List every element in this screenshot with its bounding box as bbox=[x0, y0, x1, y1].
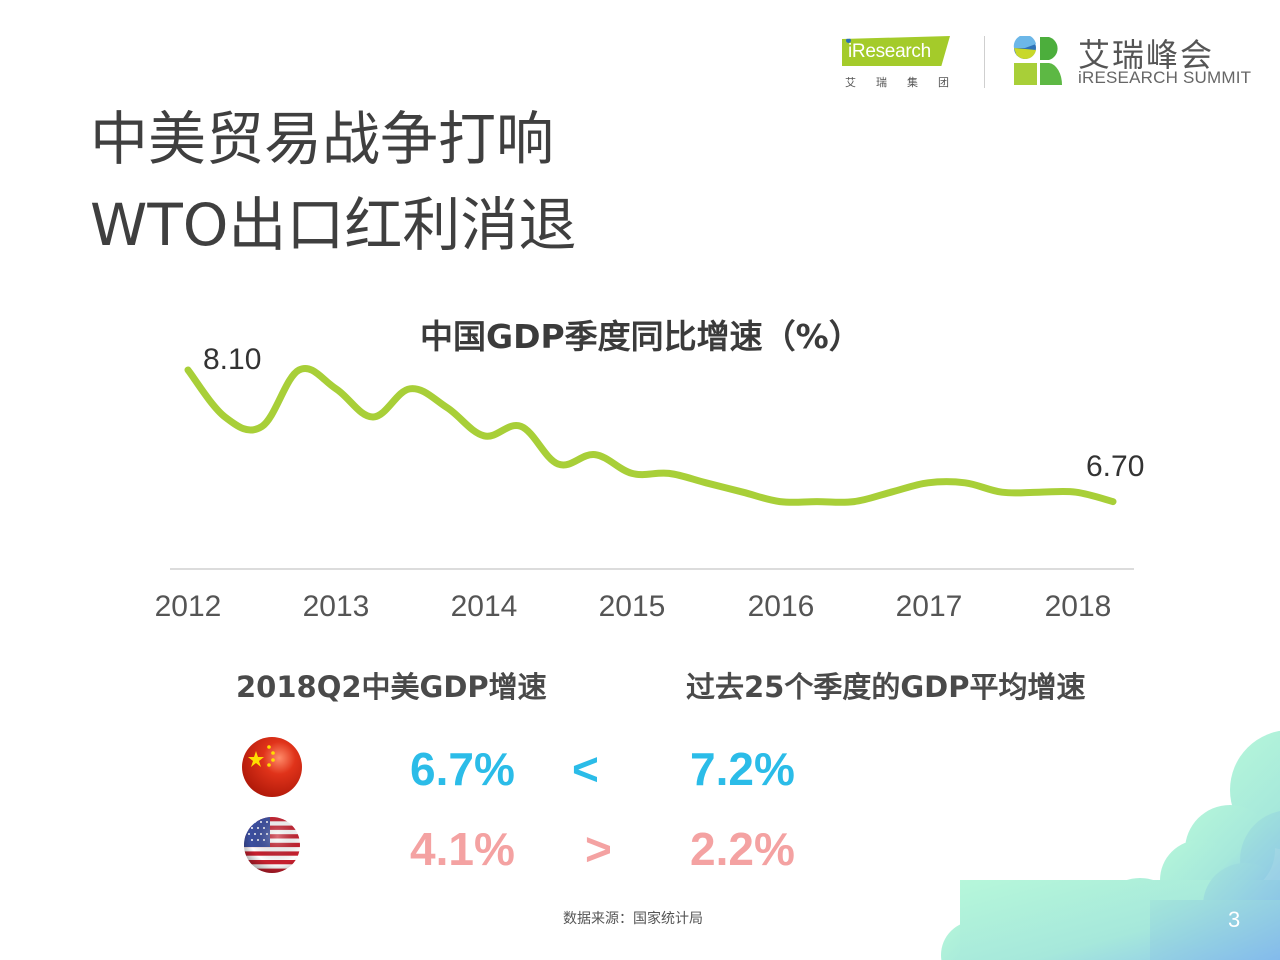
iresearch-logo: iResearch 艾瑞集团 bbox=[842, 34, 954, 90]
x-axis-ticks: 2012 2013 2014 2015 2016 2017 2018 bbox=[150, 590, 1150, 630]
iresearch-wordmark: iResearch bbox=[848, 41, 931, 62]
china-flag-icon bbox=[242, 737, 302, 797]
x-tick-label: 2015 bbox=[598, 590, 666, 623]
summit-title-en: iRESEARCH SUMMIT bbox=[1078, 68, 1252, 87]
end-value-label: 6.70 bbox=[1086, 450, 1145, 483]
china-comparison-operator: < bbox=[572, 743, 599, 795]
gdp-series-line bbox=[184, 365, 1117, 506]
q2-growth-header: 2018Q2中美GDP增速 bbox=[236, 670, 547, 704]
slide-title: 中美贸易战争打响 WTO出口红利消退 bbox=[90, 96, 576, 268]
usa-current-growth: 4.1% bbox=[410, 823, 515, 875]
logo-divider bbox=[984, 36, 985, 88]
iresearch-group-label: 艾瑞集团 bbox=[845, 76, 969, 89]
x-tick-label: 2012 bbox=[154, 590, 222, 623]
slide-title-line-1: 中美贸易战争打响 bbox=[90, 105, 555, 173]
data-source-note: 数据来源：国家统计局 bbox=[563, 911, 703, 927]
x-axis-line bbox=[170, 568, 1134, 570]
x-tick-label: 2013 bbox=[302, 590, 370, 623]
x-tick-label: 2018 bbox=[1044, 590, 1112, 623]
x-tick-label: 2014 bbox=[450, 590, 518, 623]
china-average-growth: 7.2% bbox=[690, 743, 795, 795]
usa-flag-icon bbox=[244, 817, 300, 873]
usa-comparison-operator: > bbox=[585, 823, 612, 875]
logo-dot-icon bbox=[846, 38, 851, 43]
slide-title-line-2: WTO出口红利消退 bbox=[90, 191, 577, 259]
summit-logo-mark-icon bbox=[1013, 36, 1062, 85]
chart-title: 中国GDP季度同比增速（%） bbox=[420, 317, 862, 356]
x-tick-label: 2017 bbox=[895, 590, 963, 623]
iresearch-badge: iResearch bbox=[842, 36, 950, 66]
x-tick-label: 2016 bbox=[747, 590, 815, 623]
average-growth-header: 过去25个季度的GDP平均增速 bbox=[686, 670, 1086, 704]
summit-title-cn: 艾瑞峰会 bbox=[1078, 36, 1215, 74]
china-current-growth: 6.7% bbox=[410, 743, 515, 795]
page-number: 3 bbox=[1228, 907, 1241, 932]
usa-average-growth: 2.2% bbox=[690, 823, 795, 875]
start-value-label: 8.10 bbox=[203, 343, 262, 376]
